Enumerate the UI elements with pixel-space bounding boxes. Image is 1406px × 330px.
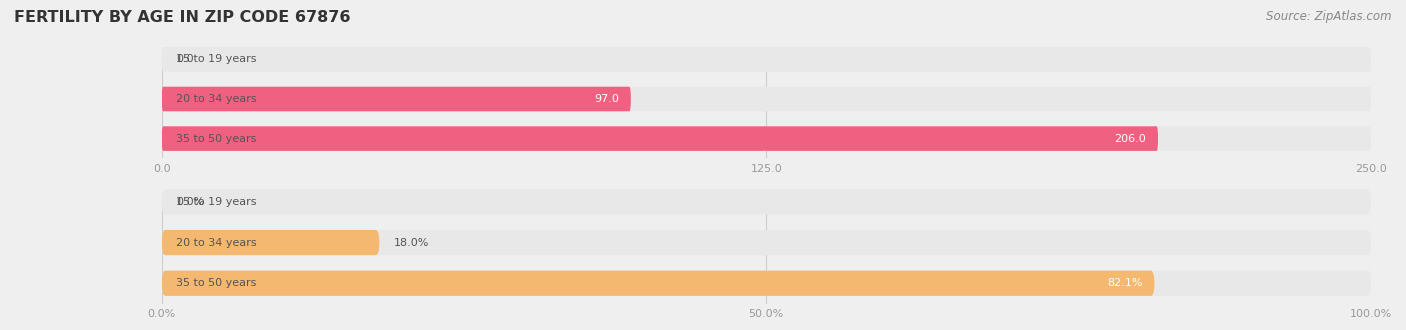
- Text: 0.0: 0.0: [176, 54, 194, 64]
- Text: 20 to 34 years: 20 to 34 years: [176, 94, 257, 104]
- Text: 15 to 19 years: 15 to 19 years: [176, 197, 257, 207]
- Text: 35 to 50 years: 35 to 50 years: [176, 278, 256, 288]
- FancyBboxPatch shape: [162, 230, 380, 255]
- Text: 15 to 19 years: 15 to 19 years: [176, 54, 257, 64]
- FancyBboxPatch shape: [162, 271, 1154, 296]
- Text: 18.0%: 18.0%: [394, 238, 429, 248]
- Text: 35 to 50 years: 35 to 50 years: [176, 134, 256, 144]
- Text: 97.0: 97.0: [593, 94, 619, 104]
- Text: 82.1%: 82.1%: [1107, 278, 1142, 288]
- FancyBboxPatch shape: [162, 189, 1371, 214]
- FancyBboxPatch shape: [162, 126, 1371, 151]
- FancyBboxPatch shape: [162, 87, 631, 111]
- FancyBboxPatch shape: [162, 230, 1371, 255]
- Text: 206.0: 206.0: [1114, 134, 1146, 144]
- FancyBboxPatch shape: [162, 271, 1371, 296]
- Text: 20 to 34 years: 20 to 34 years: [176, 238, 257, 248]
- FancyBboxPatch shape: [162, 47, 1371, 72]
- FancyBboxPatch shape: [162, 126, 1159, 151]
- FancyBboxPatch shape: [162, 87, 1371, 111]
- Text: FERTILITY BY AGE IN ZIP CODE 67876: FERTILITY BY AGE IN ZIP CODE 67876: [14, 10, 350, 25]
- Text: 0.0%: 0.0%: [176, 197, 204, 207]
- Text: Source: ZipAtlas.com: Source: ZipAtlas.com: [1267, 10, 1392, 23]
